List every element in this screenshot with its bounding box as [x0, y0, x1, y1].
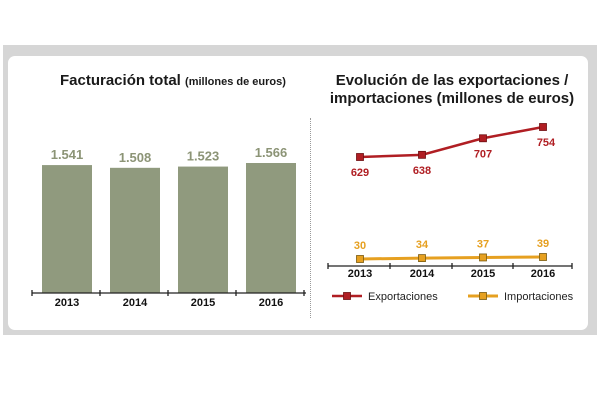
exportaciones-value-label: 638	[413, 165, 431, 177]
importaciones-point	[356, 255, 364, 263]
importaciones-value-label: 30	[354, 240, 366, 252]
chart-panel	[8, 56, 588, 330]
x-tick-label: 2013	[55, 297, 79, 309]
right-chart-title-line1: Evolución de las exportaciones /	[335, 72, 569, 89]
bar-value-label: 1.523	[187, 149, 220, 164]
importaciones-point	[539, 253, 547, 261]
exportaciones-point	[539, 123, 547, 131]
left-chart-subtitle: (millones de euros)	[185, 76, 286, 88]
bar-value-label: 1.508	[119, 150, 152, 165]
right-chart-title-line2: importaciones (millones de euros)	[329, 90, 575, 107]
bar-value-label: 1.541	[51, 147, 84, 162]
x-tick-label: 2016	[531, 268, 555, 280]
left-chart-title: Facturación total (millones de euros)	[60, 72, 286, 89]
exportaciones-value-label: 629	[351, 167, 369, 179]
bar-2016	[246, 163, 296, 293]
x-tick-label: 2016	[259, 297, 283, 309]
bar-2013	[42, 165, 92, 293]
legend-exportaciones-marker	[343, 292, 351, 300]
x-tick-label: 2014	[123, 297, 148, 309]
legend-exportaciones-label: Exportaciones	[368, 291, 438, 303]
bar-2014	[110, 167, 160, 293]
importaciones-point	[418, 254, 426, 263]
left-chart-title-main: Facturación total	[60, 72, 181, 89]
exportaciones-line	[359, 125, 544, 159]
legend-importaciones-label: Importaciones	[504, 291, 574, 303]
exportaciones-value-label: 707	[474, 148, 492, 160]
exportaciones-point	[479, 134, 487, 143]
importaciones-point	[479, 253, 487, 262]
right-chart-title: Evolución de las exportaciones / importa…	[322, 72, 582, 108]
importaciones-value-label: 34	[416, 239, 429, 251]
chart-divider	[310, 118, 311, 318]
x-tick-label: 2013	[348, 268, 372, 280]
bar-value-label: 1.566	[255, 145, 288, 160]
x-tick-label: 2014	[410, 268, 435, 280]
importaciones-value-label: 37	[477, 238, 489, 250]
x-tick-label: 2015	[191, 297, 215, 309]
exportaciones-point	[356, 153, 364, 161]
exportaciones-value-label: 754	[537, 137, 556, 149]
importaciones-line	[359, 255, 544, 261]
x-tick-label: 2015	[471, 268, 495, 280]
bar-2015	[178, 166, 228, 293]
exportaciones-point	[418, 150, 426, 159]
legend-importaciones-marker	[479, 292, 487, 300]
importaciones-value-label: 39	[537, 238, 549, 250]
